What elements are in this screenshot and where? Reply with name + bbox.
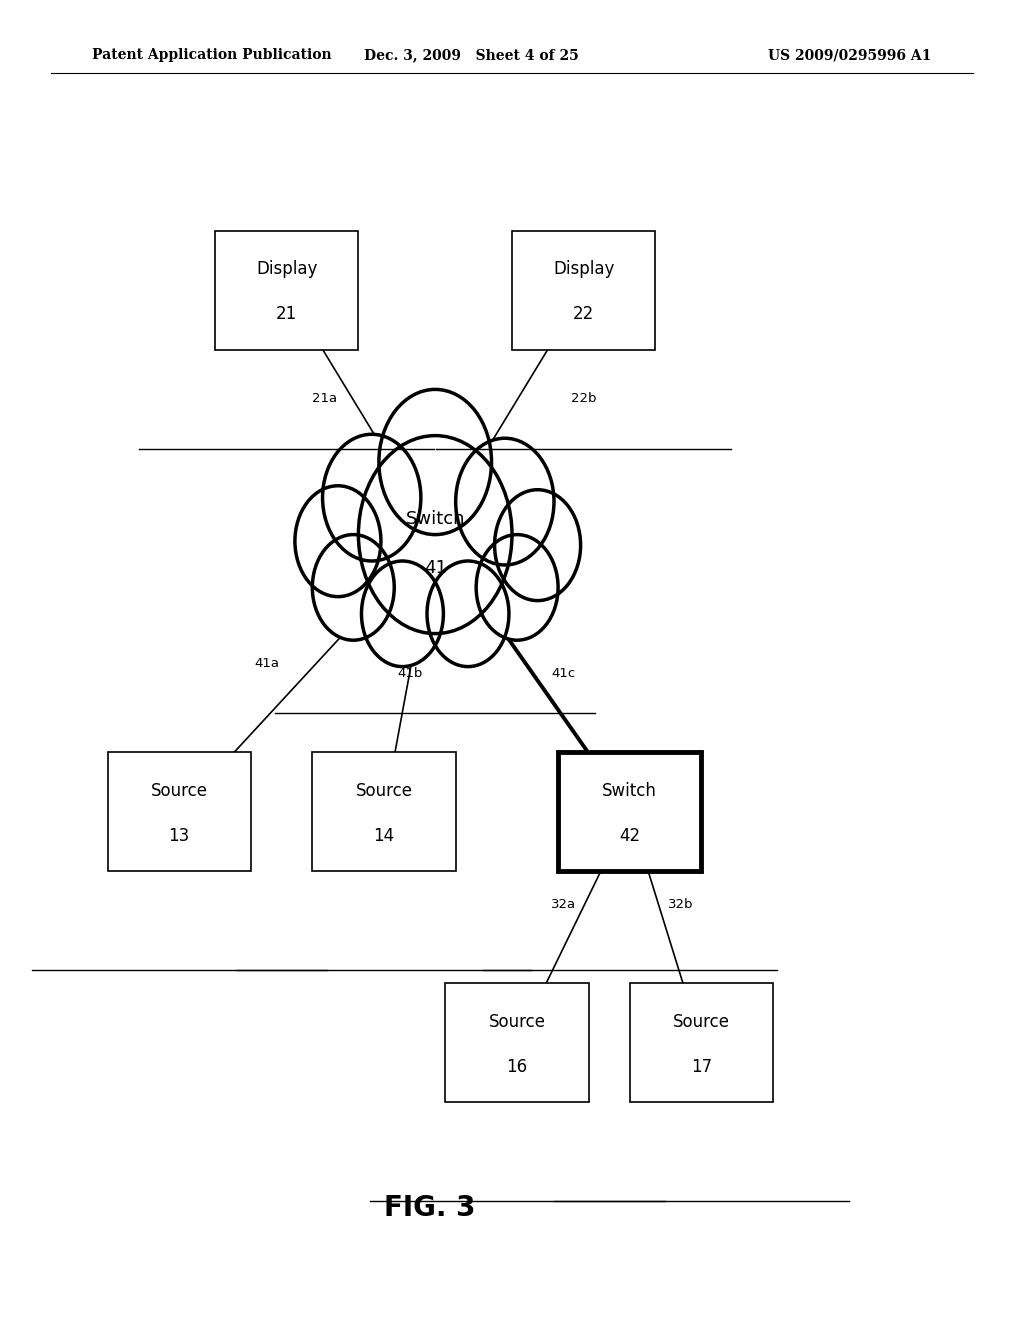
Circle shape bbox=[476, 535, 558, 640]
Bar bbox=[445, 983, 589, 1102]
Text: 16: 16 bbox=[507, 1057, 527, 1076]
Text: 32a: 32a bbox=[551, 898, 577, 911]
Text: 21a: 21a bbox=[312, 392, 338, 405]
Text: FIG. 3: FIG. 3 bbox=[384, 1193, 476, 1222]
Circle shape bbox=[358, 436, 512, 634]
Text: Source: Source bbox=[355, 781, 413, 800]
Text: 22: 22 bbox=[573, 305, 594, 323]
Text: US 2009/0295996 A1: US 2009/0295996 A1 bbox=[768, 49, 932, 62]
Text: 21: 21 bbox=[276, 305, 297, 323]
Text: 14: 14 bbox=[374, 826, 394, 845]
Circle shape bbox=[323, 434, 421, 561]
Bar bbox=[108, 752, 251, 871]
Bar bbox=[215, 231, 358, 350]
Text: 41: 41 bbox=[424, 558, 446, 577]
Circle shape bbox=[312, 535, 394, 640]
Text: 22b: 22b bbox=[571, 392, 597, 405]
Circle shape bbox=[361, 561, 443, 667]
Text: Source: Source bbox=[151, 781, 208, 800]
Text: 17: 17 bbox=[691, 1057, 712, 1076]
Text: 42: 42 bbox=[620, 826, 640, 845]
Circle shape bbox=[379, 389, 492, 535]
Text: Switch: Switch bbox=[406, 510, 465, 528]
Circle shape bbox=[495, 490, 581, 601]
Text: Dec. 3, 2009   Sheet 4 of 25: Dec. 3, 2009 Sheet 4 of 25 bbox=[364, 49, 579, 62]
Circle shape bbox=[427, 561, 509, 667]
Bar bbox=[512, 231, 655, 350]
Circle shape bbox=[295, 486, 381, 597]
Text: Patent Application Publication: Patent Application Publication bbox=[92, 49, 332, 62]
Text: Display: Display bbox=[553, 260, 614, 279]
Text: Source: Source bbox=[673, 1012, 730, 1031]
Circle shape bbox=[456, 438, 554, 565]
Text: 41c: 41c bbox=[551, 667, 575, 680]
Text: 41a: 41a bbox=[254, 657, 279, 671]
Bar bbox=[312, 752, 456, 871]
Text: Display: Display bbox=[256, 260, 317, 279]
Bar bbox=[558, 752, 701, 871]
Text: Switch: Switch bbox=[602, 781, 657, 800]
Text: Source: Source bbox=[488, 1012, 546, 1031]
Text: 32b: 32b bbox=[668, 898, 693, 911]
Bar bbox=[630, 983, 773, 1102]
Text: 13: 13 bbox=[169, 826, 189, 845]
Text: 41b: 41b bbox=[397, 667, 423, 680]
